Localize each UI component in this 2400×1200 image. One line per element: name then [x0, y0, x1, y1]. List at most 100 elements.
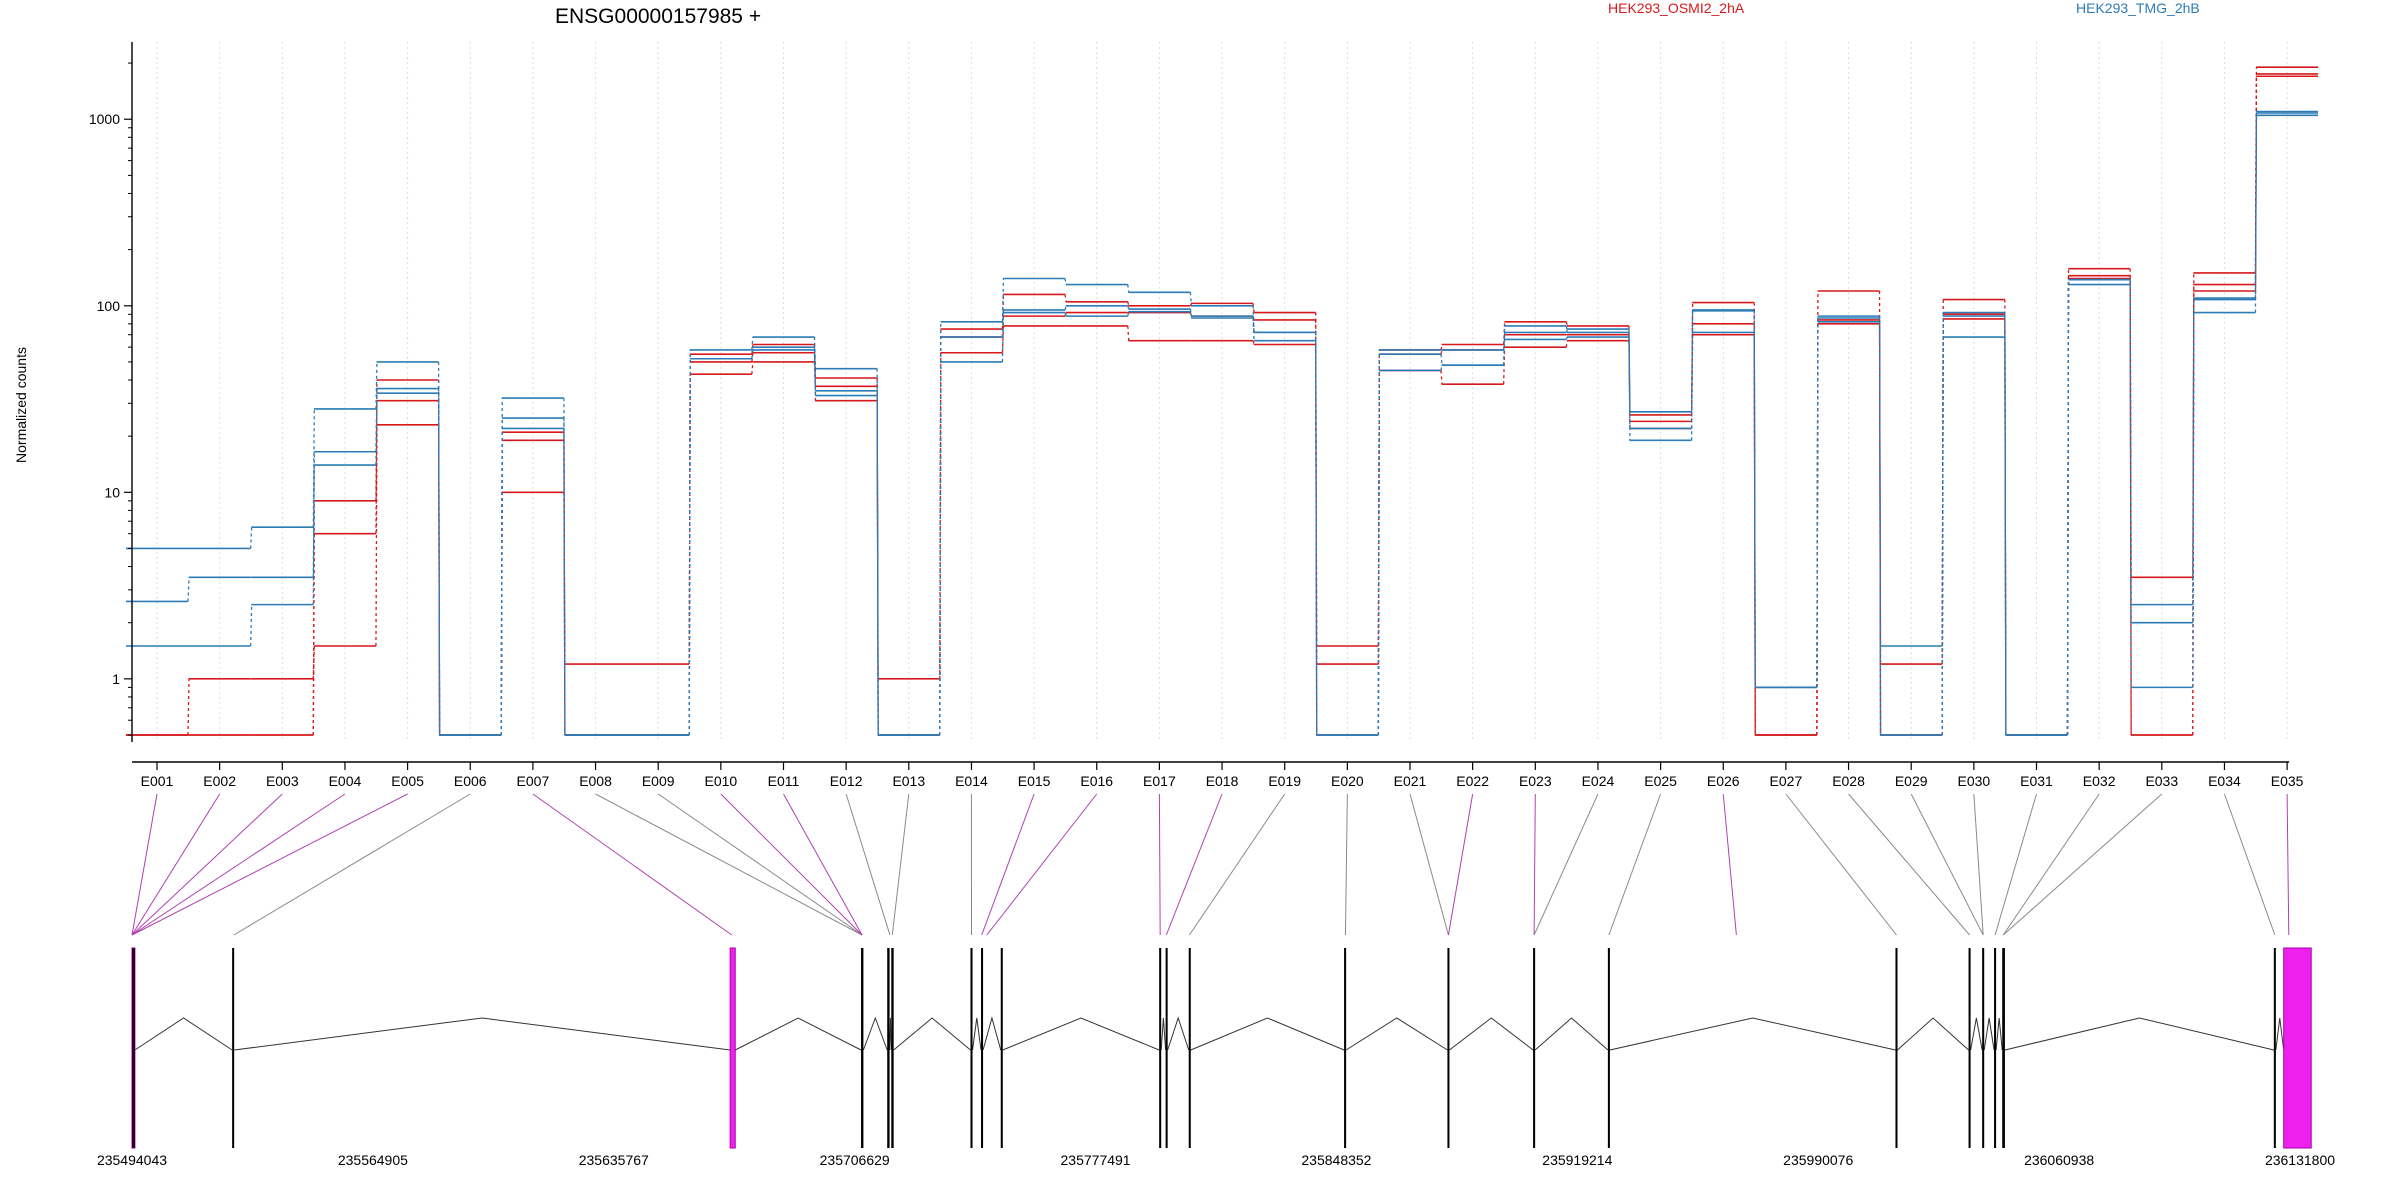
intron-line — [234, 1017, 731, 1051]
x-tick-label: E024 — [1582, 773, 1615, 789]
bin-link — [131, 793, 346, 936]
x-tick-label: E035 — [2271, 773, 2304, 789]
series-transition — [1440, 370, 1443, 385]
intron-line — [1449, 1017, 1534, 1051]
series-transition — [751, 352, 754, 362]
bin-link — [1533, 793, 1536, 936]
series-transition — [1565, 325, 1568, 333]
exon-block — [1165, 948, 1168, 1148]
exon-block — [1607, 948, 1610, 1148]
intron-line — [1190, 1017, 1345, 1051]
series-transition — [1628, 329, 1631, 429]
series-transition — [2004, 316, 2007, 736]
x-tick-label: E034 — [2208, 773, 2241, 789]
exon-block — [891, 948, 894, 1148]
bin-link — [131, 793, 408, 936]
intron-line — [982, 1016, 1002, 1051]
intron-line — [1002, 1017, 1160, 1051]
bin-link — [1188, 793, 1286, 936]
y-tick-label: 1 — [112, 671, 120, 687]
bin-link — [1344, 793, 1348, 936]
exon-block — [861, 948, 864, 1148]
x-tick-label: E012 — [830, 773, 863, 789]
intron-line — [1897, 1017, 1969, 1051]
series-transition — [751, 349, 754, 359]
bin-link — [233, 793, 471, 936]
genomic-coordinate-label: 235564905 — [338, 1152, 408, 1168]
bin-link — [131, 793, 158, 936]
bin-link — [981, 793, 1035, 936]
exon-block — [1188, 948, 1191, 1148]
series-transition — [1127, 284, 1130, 293]
series-line — [126, 114, 2319, 736]
bin-link — [1608, 793, 1662, 936]
x-tick-label: E017 — [1143, 773, 1176, 789]
series-transition — [1440, 344, 1443, 351]
bin-link — [1994, 793, 2037, 936]
series-transition — [1252, 317, 1255, 341]
series-transition — [1064, 294, 1067, 302]
series-transition — [1064, 278, 1067, 285]
intron-line — [2004, 1017, 2274, 1051]
series-transition — [437, 393, 441, 736]
bin-link — [2286, 793, 2290, 936]
intron-line — [893, 1017, 971, 1051]
genomic-coordinate-label: 235706629 — [820, 1152, 890, 1168]
series-transition — [1001, 278, 1005, 322]
exon-block-highlight — [2283, 947, 2312, 1149]
series-transition — [1064, 312, 1067, 317]
series-transition — [1127, 301, 1130, 306]
series-transition — [1503, 325, 1506, 350]
series-transition — [1315, 312, 1318, 736]
series-transition — [688, 358, 691, 736]
exon-block — [1344, 948, 1347, 1148]
series-line — [126, 75, 2319, 736]
genomic-coordinate-label: 235777491 — [1061, 1152, 1131, 1168]
chart-title: ENSG00000157985 + — [555, 5, 761, 28]
series-transition — [2192, 312, 2195, 688]
series-transition — [2066, 284, 2070, 736]
series-transition — [813, 347, 817, 391]
x-tick-label: E001 — [141, 773, 174, 789]
series-transition — [1127, 311, 1130, 317]
series-transition — [2254, 115, 2258, 313]
x-tick-label: E026 — [1707, 773, 1740, 789]
x-tick-label: E021 — [1394, 773, 1427, 789]
series-transition — [1440, 354, 1443, 366]
series-transition — [751, 361, 754, 375]
exon-block — [1994, 948, 1997, 1148]
bin-link — [1409, 793, 1449, 936]
series-transition — [1941, 337, 1944, 736]
exon-block-highlight — [729, 947, 736, 1149]
series-transition — [751, 336, 754, 350]
series-transition — [1377, 354, 1380, 665]
x-tick-label: E020 — [1331, 773, 1364, 789]
x-tick-label: E032 — [2083, 773, 2116, 789]
series-transition — [1565, 321, 1568, 327]
bin-link — [131, 793, 283, 936]
series-transition — [1753, 309, 1756, 688]
exon-block — [1000, 948, 1003, 1148]
series-transition — [1753, 332, 1756, 688]
exon-block — [1159, 948, 1162, 1148]
bin-link — [1533, 793, 1599, 936]
bin-link — [1973, 793, 1984, 936]
x-tick-label: E028 — [1832, 773, 1865, 789]
series-transition — [939, 361, 942, 736]
x-tick-label: E003 — [266, 773, 299, 789]
series-transition — [1189, 292, 1193, 306]
series-transition — [2129, 284, 2132, 688]
bin-link — [595, 793, 863, 936]
bin-link — [783, 793, 863, 936]
bin-link — [845, 793, 891, 936]
bin-link — [1447, 793, 1474, 936]
series-transition — [1440, 365, 1443, 371]
series-transition — [375, 424, 378, 647]
bin-link — [2223, 793, 2276, 936]
series-transition — [312, 465, 315, 605]
exon-block — [2002, 948, 2005, 1148]
x-tick-label: E019 — [1268, 773, 1301, 789]
x-tick-label: E015 — [1018, 773, 1051, 789]
exon-block — [1533, 948, 1536, 1148]
genomic-coordinate-label: 235990076 — [1783, 1152, 1853, 1168]
